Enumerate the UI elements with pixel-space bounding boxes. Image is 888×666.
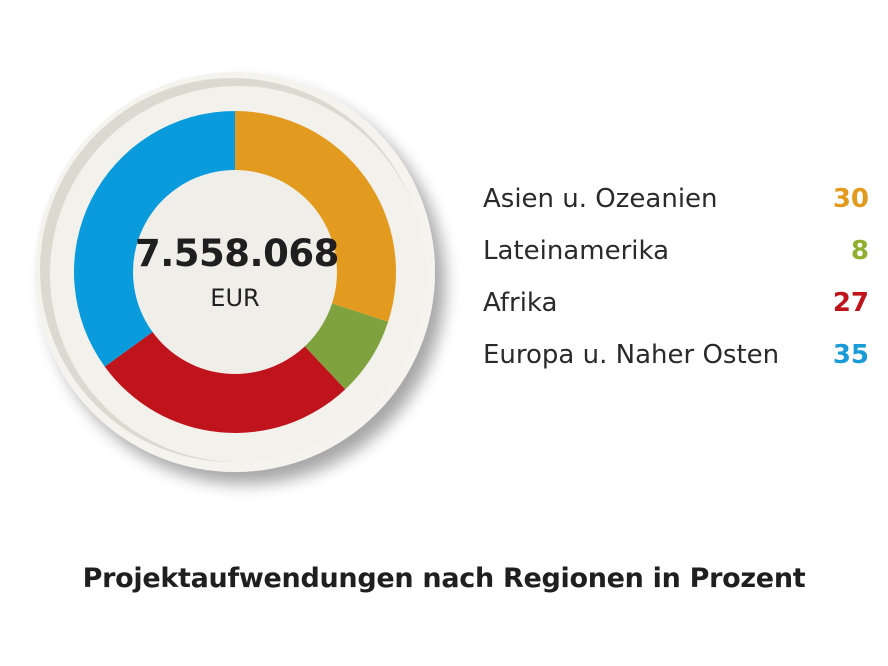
chart-caption: Projektaufwendungen nach Regionen in Pro… bbox=[82, 563, 806, 594]
legend-label: Europa u. Naher Osten bbox=[483, 340, 780, 370]
legend-label: Asien u. Ozeanien bbox=[483, 184, 718, 214]
legend-item-africa: Afrika 27 bbox=[483, 286, 873, 338]
legend-item-latin-america: Lateinamerika 8 bbox=[483, 234, 873, 286]
legend-value: 35 bbox=[832, 340, 869, 370]
donut-hole bbox=[133, 170, 337, 374]
total-amount: 7.558.068 bbox=[135, 232, 339, 275]
legend-item-asia: Asien u. Ozeanien 30 bbox=[483, 182, 873, 234]
legend-label: Lateinamerika bbox=[483, 236, 670, 266]
legend-label: Afrika bbox=[483, 288, 558, 318]
legend-value: 8 bbox=[850, 236, 869, 266]
currency-unit: EUR bbox=[210, 284, 260, 312]
legend-value: 30 bbox=[832, 184, 869, 214]
legend-item-europe-middle-east: Europa u. Naher Osten 35 bbox=[483, 338, 873, 390]
legend: Asien u. Ozeanien 30 Lateinamerika 8 Afr… bbox=[483, 182, 873, 390]
legend-value: 27 bbox=[832, 288, 869, 318]
